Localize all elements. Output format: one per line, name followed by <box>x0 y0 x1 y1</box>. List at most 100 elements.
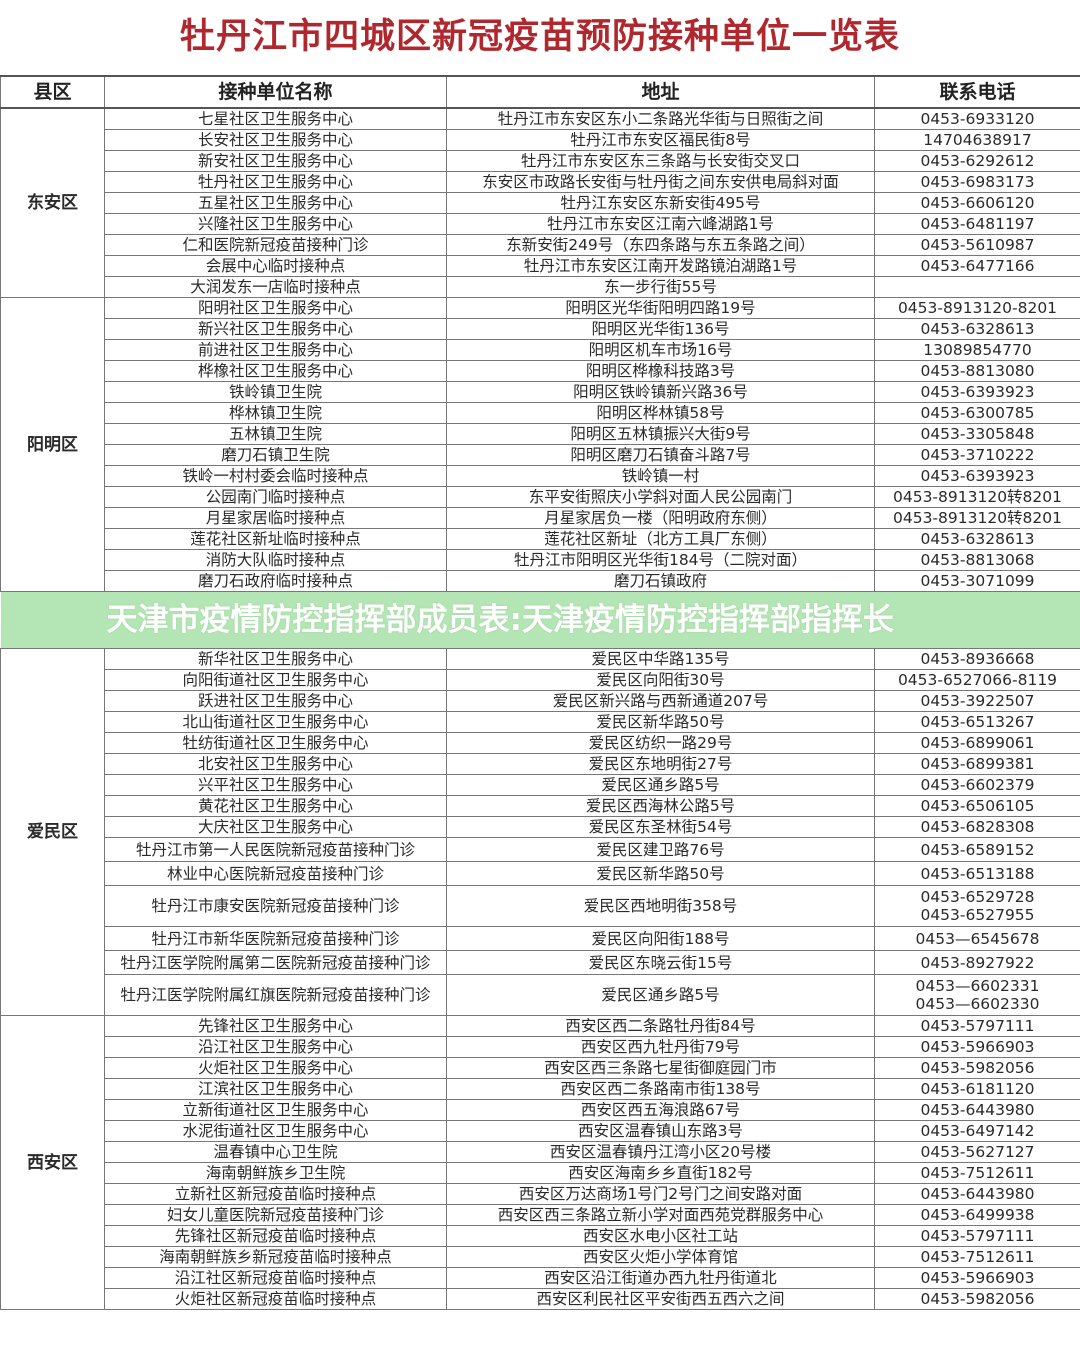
phone-cell: 0453-6606120 <box>874 192 1080 214</box>
table-row: 磨刀石政府临时接种点 磨刀石镇政府 0453-3071099 <box>1 570 1080 592</box>
phone-number: 0453-5982056 <box>920 1059 1035 1077</box>
table-row: 黄花社区卫生服务中心 爱民区西海林公路5号 0453-6506105 <box>1 795 1080 817</box>
unit-name-cell: 水泥街道社区卫生服务中心 <box>104 1120 447 1142</box>
phone-cell: 0453-3305848 <box>874 423 1080 445</box>
phone-number: 0453-7512611 <box>920 1248 1035 1266</box>
address-cell: 月星家居负一楼（阳明政府东侧） <box>446 507 875 529</box>
unit-name-cell: 牡丹江市第一人民医院新冠疫苗接种门诊 <box>104 837 447 862</box>
address-cell: 西安区海南乡乡直街182号 <box>446 1162 875 1184</box>
phone-cell: 0453-8813080 <box>874 360 1080 382</box>
phone-cell: 0453-6506105 <box>874 795 1080 817</box>
table-row: 铁岭镇卫生院 阳明区铁岭镇新兴路36号 0453-6393923 <box>1 381 1080 403</box>
table-row: 江滨社区卫生服务中心 西安区西二条路南市街138号 0453-6181120 <box>1 1078 1080 1100</box>
phone-number: 0453-5797111 <box>920 1227 1035 1245</box>
unit-name-cell: 桦橡社区卫生服务中心 <box>104 360 447 382</box>
phone-number: 0453-6481197 <box>920 215 1035 233</box>
phone-cell: 0453-6527066-8119 <box>874 669 1080 691</box>
phone-number: 0453—6545678 <box>915 929 1040 948</box>
district-cell: 爱民区 <box>0 648 105 1016</box>
address-cell: 东安区市政路长安街与牡丹街之间东安供电局斜对面 <box>446 171 875 193</box>
address-cell: 阳明区光华街阳明四路19号 <box>446 297 875 319</box>
table-row: 立新社区新冠疫苗临时接种点 西安区万达商场1号门2号门之间安路对面 0453-644… <box>1 1183 1080 1205</box>
phone-number: 0453-6602379 <box>920 776 1035 794</box>
address-cell: 阳明区桦橡科技路3号 <box>446 360 875 382</box>
unit-name-cell: 铁岭一村村委会临时接种点 <box>104 465 447 487</box>
table-header-row: 县区 接种单位名称 地址 联系电话 <box>0 75 1080 109</box>
phone-number: 0453-3710222 <box>920 446 1035 464</box>
address-cell: 爱民区新华路50号 <box>446 861 875 886</box>
table-row: 火炬社区新冠疫苗临时接种点 西安区利民社区平安街西五西六之间 0453-598205… <box>1 1288 1080 1310</box>
address-cell: 牡丹江市东安区江南六峰湖路1号 <box>446 213 875 235</box>
address-cell: 牡丹江市东安区东小二条路光华街与日照街之间 <box>446 107 875 130</box>
unit-name-cell: 五星社区卫生服务中心 <box>104 192 447 214</box>
address-cell: 西安区沿江街道办西九牡丹街道北 <box>446 1267 875 1289</box>
phone-cell: 0453-6828308 <box>874 816 1080 838</box>
address-cell: 阳明区光华街136号 <box>446 318 875 340</box>
phone-number: 0453-5982056 <box>920 1290 1035 1308</box>
unit-name-cell: 牡纺街道社区卫生服务中心 <box>104 732 447 754</box>
unit-name-cell: 先锋社区卫生服务中心 <box>104 1015 447 1037</box>
unit-name-cell: 北安社区卫生服务中心 <box>104 753 447 775</box>
phone-number: 0453-8936668 <box>920 650 1035 668</box>
unit-name-cell: 七星社区卫生服务中心 <box>104 107 447 130</box>
phone-number: 0453-5627127 <box>920 1143 1035 1161</box>
unit-name-cell: 火炬社区卫生服务中心 <box>104 1057 447 1079</box>
unit-name-cell: 牡丹江市新华医院新冠疫苗接种门诊 <box>104 926 447 951</box>
header-district: 县区 <box>0 75 105 109</box>
phone-cell: 14704638917 <box>874 129 1080 151</box>
unit-name-cell: 先锋社区新冠疫苗临时接种点 <box>104 1225 447 1247</box>
table-row: 立新街道社区卫生服务中心 西安区西五海浪路67号 0453-6443980 <box>1 1099 1080 1121</box>
unit-name-cell: 向阳街道社区卫生服务中心 <box>104 669 447 691</box>
header-phone: 联系电话 <box>874 75 1080 109</box>
district-cell: 东安区 <box>0 107 105 298</box>
banner-cell: 天津市疫情防控指挥部成员表:天津疫情防控指挥部指挥长 <box>0 591 1080 649</box>
phone-cell: 0453-6933120 <box>874 107 1080 130</box>
address-cell: 爱民区东地明街27号 <box>446 753 875 775</box>
table-row: 牡纺街道社区卫生服务中心 爱民区纺织一路29号 0453-6899061 <box>1 732 1080 754</box>
unit-name-cell: 铁岭镇卫生院 <box>104 381 447 403</box>
phone-cell: 0453-6481197 <box>874 213 1080 235</box>
phone-cell: 0453-7512611 <box>874 1246 1080 1268</box>
address-cell: 爱民区通乡路5号 <box>446 774 875 796</box>
address-cell: 莲花社区新址（北方工具厂东侧） <box>446 528 875 550</box>
table-row: 牡丹江医学院附属第二医院新冠疫苗接种门诊 爱民区东晓云街15号 0453-89279… <box>1 950 1080 975</box>
address-cell: 爱民区东晓云街15号 <box>446 950 875 975</box>
table-row: 先锋社区新冠疫苗临时接种点 西安区水电小区社工站 0453-5797111 <box>1 1225 1080 1247</box>
unit-name-cell: 温春镇中心卫生院 <box>104 1141 447 1163</box>
phone-cell <box>874 276 1080 298</box>
phone-cell: 0453-6443980 <box>874 1183 1080 1205</box>
table-row: 北安社区卫生服务中心 爱民区东地明街27号 0453-6899381 <box>1 753 1080 775</box>
address-cell: 爱民区东圣林街54号 <box>446 816 875 838</box>
phone-number: 0453-5966903 <box>920 1269 1035 1287</box>
phone-cell: 0453-6328613 <box>874 528 1080 550</box>
table-row: 公园南门临时接种点 东平安街照庆小学斜对面人民公园南门 0453-8913120转8… <box>1 486 1080 508</box>
phone-cell: 0453-6393923 <box>874 465 1080 487</box>
phone-number: 0453-6393923 <box>920 383 1035 401</box>
phone-number: 0453-6443980 <box>920 1185 1035 1203</box>
unit-name-cell: 消防大队临时接种点 <box>104 549 447 571</box>
phone-number: 0453-8913120-8201 <box>897 299 1058 317</box>
phone-cell: 0453-8813068 <box>874 549 1080 571</box>
address-cell: 铁岭镇一村 <box>446 465 875 487</box>
unit-name-cell: 大庆社区卫生服务中心 <box>104 816 447 838</box>
phone-cell: 0453-8936668 <box>874 648 1080 670</box>
address-cell: 阳明区桦林镇58号 <box>446 402 875 424</box>
address-cell: 西安区西二条路南市街138号 <box>446 1078 875 1100</box>
district-cell: 阳明区 <box>0 297 105 592</box>
address-cell: 西安区火炬小学体育馆 <box>446 1246 875 1268</box>
table-row: 会展中心临时接种点 牡丹江市东安区江南开发路镜泊湖路1号 0453-6477166 <box>1 255 1080 277</box>
address-cell: 东一步行街55号 <box>446 276 875 298</box>
table-row: 向阳街道社区卫生服务中心 爱民区向阳街30号 0453-6527066-8119 <box>1 669 1080 691</box>
phone-number: 0453-6328613 <box>920 320 1035 338</box>
unit-name-cell: 兴平社区卫生服务中心 <box>104 774 447 796</box>
table-row: 月星家居临时接种点 月星家居负一楼（阳明政府东侧） 0453-8913120转820… <box>1 507 1080 529</box>
unit-name-cell: 牡丹社区卫生服务中心 <box>104 171 447 193</box>
address-cell: 西安区西三条路七星街御庭园门市 <box>446 1057 875 1079</box>
table-row: 铁岭一村村委会临时接种点 铁岭镇一村 0453-6393923 <box>1 465 1080 487</box>
address-cell: 西安区利民社区平安街西五西六之间 <box>446 1288 875 1310</box>
phone-cell: 0453-6529728 0453-6527955 <box>874 885 1080 927</box>
unit-name-cell: 海南朝鲜族乡新冠疫苗临时接种点 <box>104 1246 447 1268</box>
table-row: 温春镇中心卫生院 西安区温春镇丹江湾小区20号楼 0453-5627127 <box>1 1141 1080 1163</box>
phone-number: 0453-3922507 <box>920 692 1035 710</box>
phone-cell: 0453-6393923 <box>874 381 1080 403</box>
